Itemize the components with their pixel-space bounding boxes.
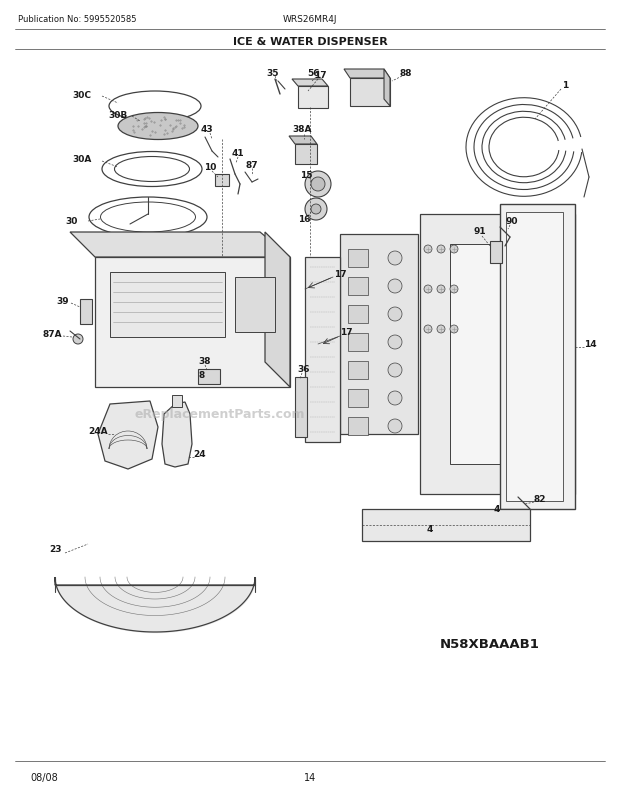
Bar — [295, 378, 307, 437]
Text: 4: 4 — [494, 505, 500, 514]
Bar — [350, 79, 390, 107]
Polygon shape — [162, 403, 192, 468]
Bar — [348, 418, 368, 435]
Circle shape — [437, 245, 445, 253]
Polygon shape — [265, 233, 290, 387]
Polygon shape — [384, 70, 390, 107]
Bar — [235, 277, 275, 333]
Text: 30C: 30C — [73, 91, 92, 99]
Circle shape — [311, 205, 321, 215]
Text: 35: 35 — [267, 68, 279, 78]
Bar — [348, 249, 368, 268]
Polygon shape — [340, 235, 418, 435]
Text: 30A: 30A — [73, 156, 92, 164]
Text: 38A: 38A — [292, 125, 312, 134]
Circle shape — [388, 335, 402, 350]
Text: 14: 14 — [304, 772, 316, 782]
Bar — [110, 273, 225, 338]
Text: 17: 17 — [334, 270, 347, 279]
Circle shape — [450, 286, 458, 294]
Text: 23: 23 — [49, 545, 61, 554]
Bar — [450, 245, 555, 464]
Bar — [348, 306, 368, 323]
Polygon shape — [292, 80, 328, 87]
Circle shape — [424, 245, 432, 253]
Text: N58XBAAAB1: N58XBAAAB1 — [440, 638, 540, 650]
Circle shape — [388, 280, 402, 294]
Circle shape — [388, 391, 402, 406]
Bar — [80, 300, 92, 325]
Bar — [506, 213, 563, 501]
Circle shape — [388, 363, 402, 378]
Circle shape — [305, 172, 331, 198]
Bar — [215, 175, 229, 187]
Text: 08/08: 08/08 — [30, 772, 58, 782]
Bar — [298, 87, 328, 109]
Text: 41: 41 — [232, 148, 244, 157]
Text: 30: 30 — [66, 217, 78, 226]
Text: 91: 91 — [474, 227, 486, 237]
Ellipse shape — [118, 113, 198, 140]
Text: eReplacementParts.com: eReplacementParts.com — [135, 408, 305, 421]
Text: 8: 8 — [199, 371, 205, 380]
Polygon shape — [500, 205, 575, 509]
Circle shape — [424, 326, 432, 334]
Text: 87: 87 — [246, 160, 259, 169]
Text: 56: 56 — [307, 70, 319, 79]
Polygon shape — [98, 402, 158, 469]
Text: 30B: 30B — [108, 111, 128, 119]
Circle shape — [388, 252, 402, 265]
Polygon shape — [305, 257, 340, 443]
Polygon shape — [344, 70, 390, 79]
Text: ICE & WATER DISPENSER: ICE & WATER DISPENSER — [232, 37, 388, 47]
Text: 17: 17 — [314, 71, 326, 79]
Circle shape — [437, 326, 445, 334]
Text: 82: 82 — [534, 495, 546, 504]
Polygon shape — [289, 137, 317, 145]
Bar — [362, 509, 530, 541]
Bar — [198, 370, 220, 384]
Bar — [348, 362, 368, 379]
Polygon shape — [55, 577, 255, 632]
Text: 17: 17 — [340, 328, 352, 337]
Text: 39: 39 — [56, 297, 69, 306]
Text: 36: 36 — [298, 365, 310, 374]
Circle shape — [437, 286, 445, 294]
Text: 38: 38 — [199, 357, 211, 366]
Bar — [172, 395, 182, 407]
Text: 14: 14 — [583, 340, 596, 349]
Circle shape — [311, 178, 325, 192]
Text: 4: 4 — [427, 525, 433, 534]
Polygon shape — [70, 233, 290, 257]
Text: 1: 1 — [562, 80, 568, 89]
Circle shape — [388, 419, 402, 433]
Text: Publication No: 5995520585: Publication No: 5995520585 — [18, 15, 136, 25]
Polygon shape — [95, 257, 290, 387]
Circle shape — [388, 308, 402, 322]
Bar — [295, 145, 317, 164]
Circle shape — [73, 334, 83, 345]
Text: WRS26MR4J: WRS26MR4J — [283, 15, 337, 25]
Circle shape — [450, 326, 458, 334]
Text: 15: 15 — [299, 170, 312, 180]
Circle shape — [450, 245, 458, 253]
Bar — [490, 241, 502, 264]
Text: 87A: 87A — [42, 330, 62, 339]
Circle shape — [305, 199, 327, 221]
Text: 88: 88 — [400, 68, 412, 78]
Text: 24A: 24A — [88, 427, 108, 436]
Polygon shape — [420, 215, 575, 494]
Text: 24: 24 — [193, 450, 206, 459]
Circle shape — [424, 286, 432, 294]
Text: 16: 16 — [298, 215, 310, 225]
Bar — [348, 334, 368, 351]
Text: 90: 90 — [506, 217, 518, 226]
Bar — [348, 277, 368, 296]
Text: 43: 43 — [201, 125, 213, 134]
Bar — [348, 390, 368, 407]
Text: 10: 10 — [204, 164, 216, 172]
